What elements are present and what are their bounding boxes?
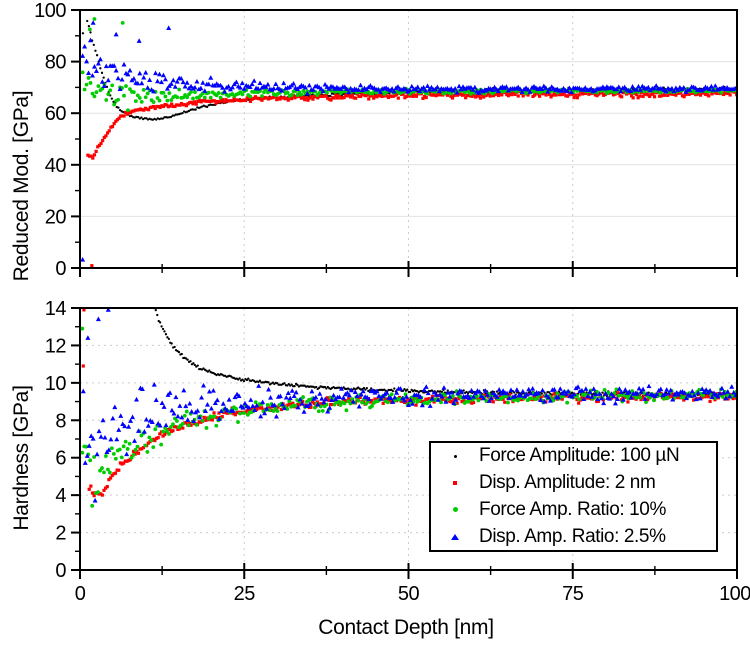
x-tick-labels: 0 25 50 75 100 [75,583,750,605]
y-tick-label: 60 [45,103,67,125]
blue-triangle-marker-icon [451,533,459,540]
legend-box: Force Amplitude: 100 µN Disp. Amplitude:… [429,441,718,552]
axis-ticks [71,9,738,277]
y-tick-label: 0 [55,258,66,280]
legend-marker-cell [431,507,479,513]
y-tick-labels: 0 2 4 6 8 10 12 14 [45,298,67,582]
legend-label: Disp. Amplitude: 2 nm [479,472,656,494]
legend-row: Disp. Amp. Ratio: 2.5% [431,523,716,550]
vertical-gridlines [243,10,574,268]
y-tick-label: 8 [55,410,66,432]
y-tick-label: 20 [45,206,67,228]
x-tick-label: 0 [75,583,86,605]
black-dot-marker-icon [453,454,457,458]
y-tick-label: 6 [55,448,66,470]
scatter-series-group [80,10,737,268]
y-tick-label: 100 [34,0,66,22]
series-circle [80,17,737,113]
top-panel: 0 20 40 60 80 100 [34,0,738,280]
vertical-gridlines [243,308,574,570]
legend-marker-cell [431,533,479,540]
x-tick-label: 75 [562,583,584,605]
y-tick-label: 10 [45,373,67,395]
legend-label: Force Amp. Ratio: 10% [479,498,666,520]
y-tick-labels: 0 20 40 60 80 100 [34,0,67,280]
y-axis-title-top: Reduced Mod. [GPa] [10,90,33,282]
x-axis-title: Contact Depth [nm] [318,616,494,639]
green-circle-marker-icon [452,507,458,513]
x-tick-label: 100 [719,583,750,605]
legend-label: Disp. Amp. Ratio: 2.5% [479,525,666,547]
legend-marker-cell [431,481,479,486]
y-tick-label: 12 [45,335,67,357]
series-triangle [80,20,737,262]
scatter-series-group [80,308,737,508]
series-dot [153,308,737,398]
red-square-marker-icon [453,481,457,486]
x-tick-label: 50 [398,583,420,605]
y-tick-label: 0 [55,560,66,582]
legend-label: Force Amplitude: 100 µN [479,445,680,467]
series-triangle [80,308,737,503]
x-tick-label: 25 [234,583,256,605]
legend-row: Disp. Amplitude: 2 nm [431,470,716,497]
y-tick-label: 80 [45,52,67,74]
plot-border [79,9,738,269]
legend-row: Force Amp. Ratio: 10% [431,497,716,524]
axis-ticks [71,307,738,579]
y-tick-label: 14 [45,298,67,320]
y-tick-label: 40 [45,155,67,177]
bottom-panel: 0 2 4 6 8 10 12 14 0 25 50 75 100 [45,298,750,605]
legend-row: Force Amplitude: 100 µN [431,443,716,470]
y-axis-title-bottom: Hardness [GPa] [10,385,33,531]
series-square [86,89,737,268]
y-tick-label: 4 [55,485,66,507]
y-tick-label: 2 [55,523,66,545]
legend-marker-cell [431,454,479,458]
